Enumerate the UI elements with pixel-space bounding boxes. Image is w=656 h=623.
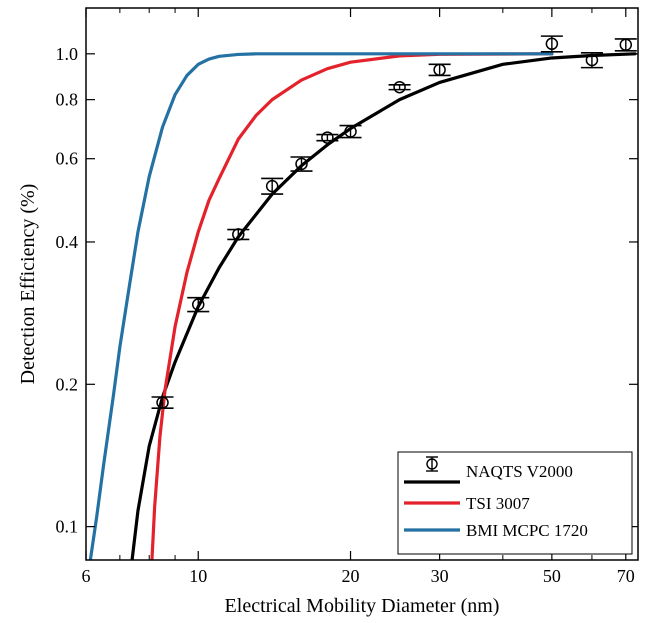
data-point <box>261 177 284 195</box>
y-axis-ticks: 0.1 0.2 0.4 0.6 0.8 1.0 <box>56 44 638 537</box>
y-axis-title: Detection Efficiency (%) <box>17 184 39 385</box>
x-tick-label: 6 <box>82 566 91 586</box>
marker-circle <box>295 157 308 171</box>
y-tick-label: 0.2 <box>56 374 79 394</box>
y-tick-label: 1.0 <box>56 44 79 64</box>
y-tick-label: 0.4 <box>56 232 79 252</box>
x-tick-label: 70 <box>617 566 635 586</box>
marker-circle <box>265 179 279 193</box>
data-point <box>290 156 313 172</box>
data-point <box>187 296 210 313</box>
x-tick-label: 50 <box>543 566 561 586</box>
marker-circle <box>232 228 245 241</box>
data-point <box>227 228 250 241</box>
legend-label: BMI MCPC 1720 <box>466 521 588 540</box>
marker-circle <box>191 298 205 311</box>
x-tick-label: 20 <box>342 566 360 586</box>
plot-frame <box>85 7 639 561</box>
marker-circle <box>321 131 334 144</box>
data-point <box>388 80 411 94</box>
data-point <box>580 51 603 69</box>
x-axis-ticks: 6 10 20 30 50 70 <box>82 8 635 586</box>
marker-circle <box>344 125 357 138</box>
marker-circle <box>619 38 633 52</box>
curve-naqts-fit <box>130 52 637 560</box>
y-tick-label: 0.1 <box>56 517 79 537</box>
data-point <box>316 131 339 144</box>
x-axis-title: Electrical Mobility Diameter (nm) <box>225 595 500 617</box>
x-tick-label: 30 <box>431 566 449 586</box>
legend-marker-circle <box>426 458 438 470</box>
y-tick-label: 0.6 <box>56 149 79 169</box>
x-tick-label: 10 <box>189 566 207 586</box>
marker-circle <box>433 63 446 77</box>
data-point <box>339 124 362 139</box>
legend-label: TSI 3007 <box>466 494 530 513</box>
y-tick-label: 0.8 <box>56 90 79 110</box>
data-point <box>614 38 637 52</box>
data-points-layer <box>151 35 637 410</box>
legend-label-naqts: NAQTS V2000 <box>466 462 573 481</box>
data-point <box>151 396 174 410</box>
data-point <box>428 63 451 77</box>
curve-bmi-mcpc-1720 <box>88 52 554 560</box>
legend: NAQTS V2000 TSI 3007 BMI MCPC 1720 <box>397 451 633 555</box>
data-point <box>540 35 563 53</box>
marker-circle <box>393 80 406 94</box>
marker-circle <box>545 37 559 51</box>
marker-circle <box>585 53 599 67</box>
marker-circle <box>156 396 169 409</box>
